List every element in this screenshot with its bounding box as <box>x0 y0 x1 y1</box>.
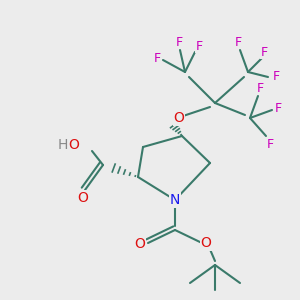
Text: F: F <box>260 46 268 59</box>
Text: N: N <box>170 193 180 207</box>
Text: F: F <box>256 82 264 94</box>
Text: O: O <box>78 191 88 205</box>
Text: O: O <box>174 111 184 125</box>
Text: F: F <box>274 103 282 116</box>
Text: O: O <box>69 138 80 152</box>
Text: F: F <box>176 35 183 49</box>
Text: H: H <box>58 138 68 152</box>
Text: F: F <box>234 35 242 49</box>
Text: F: F <box>153 52 161 64</box>
Text: F: F <box>195 40 203 52</box>
Text: O: O <box>135 237 146 251</box>
Text: F: F <box>266 137 274 151</box>
Text: O: O <box>201 236 212 250</box>
Text: F: F <box>272 70 280 83</box>
